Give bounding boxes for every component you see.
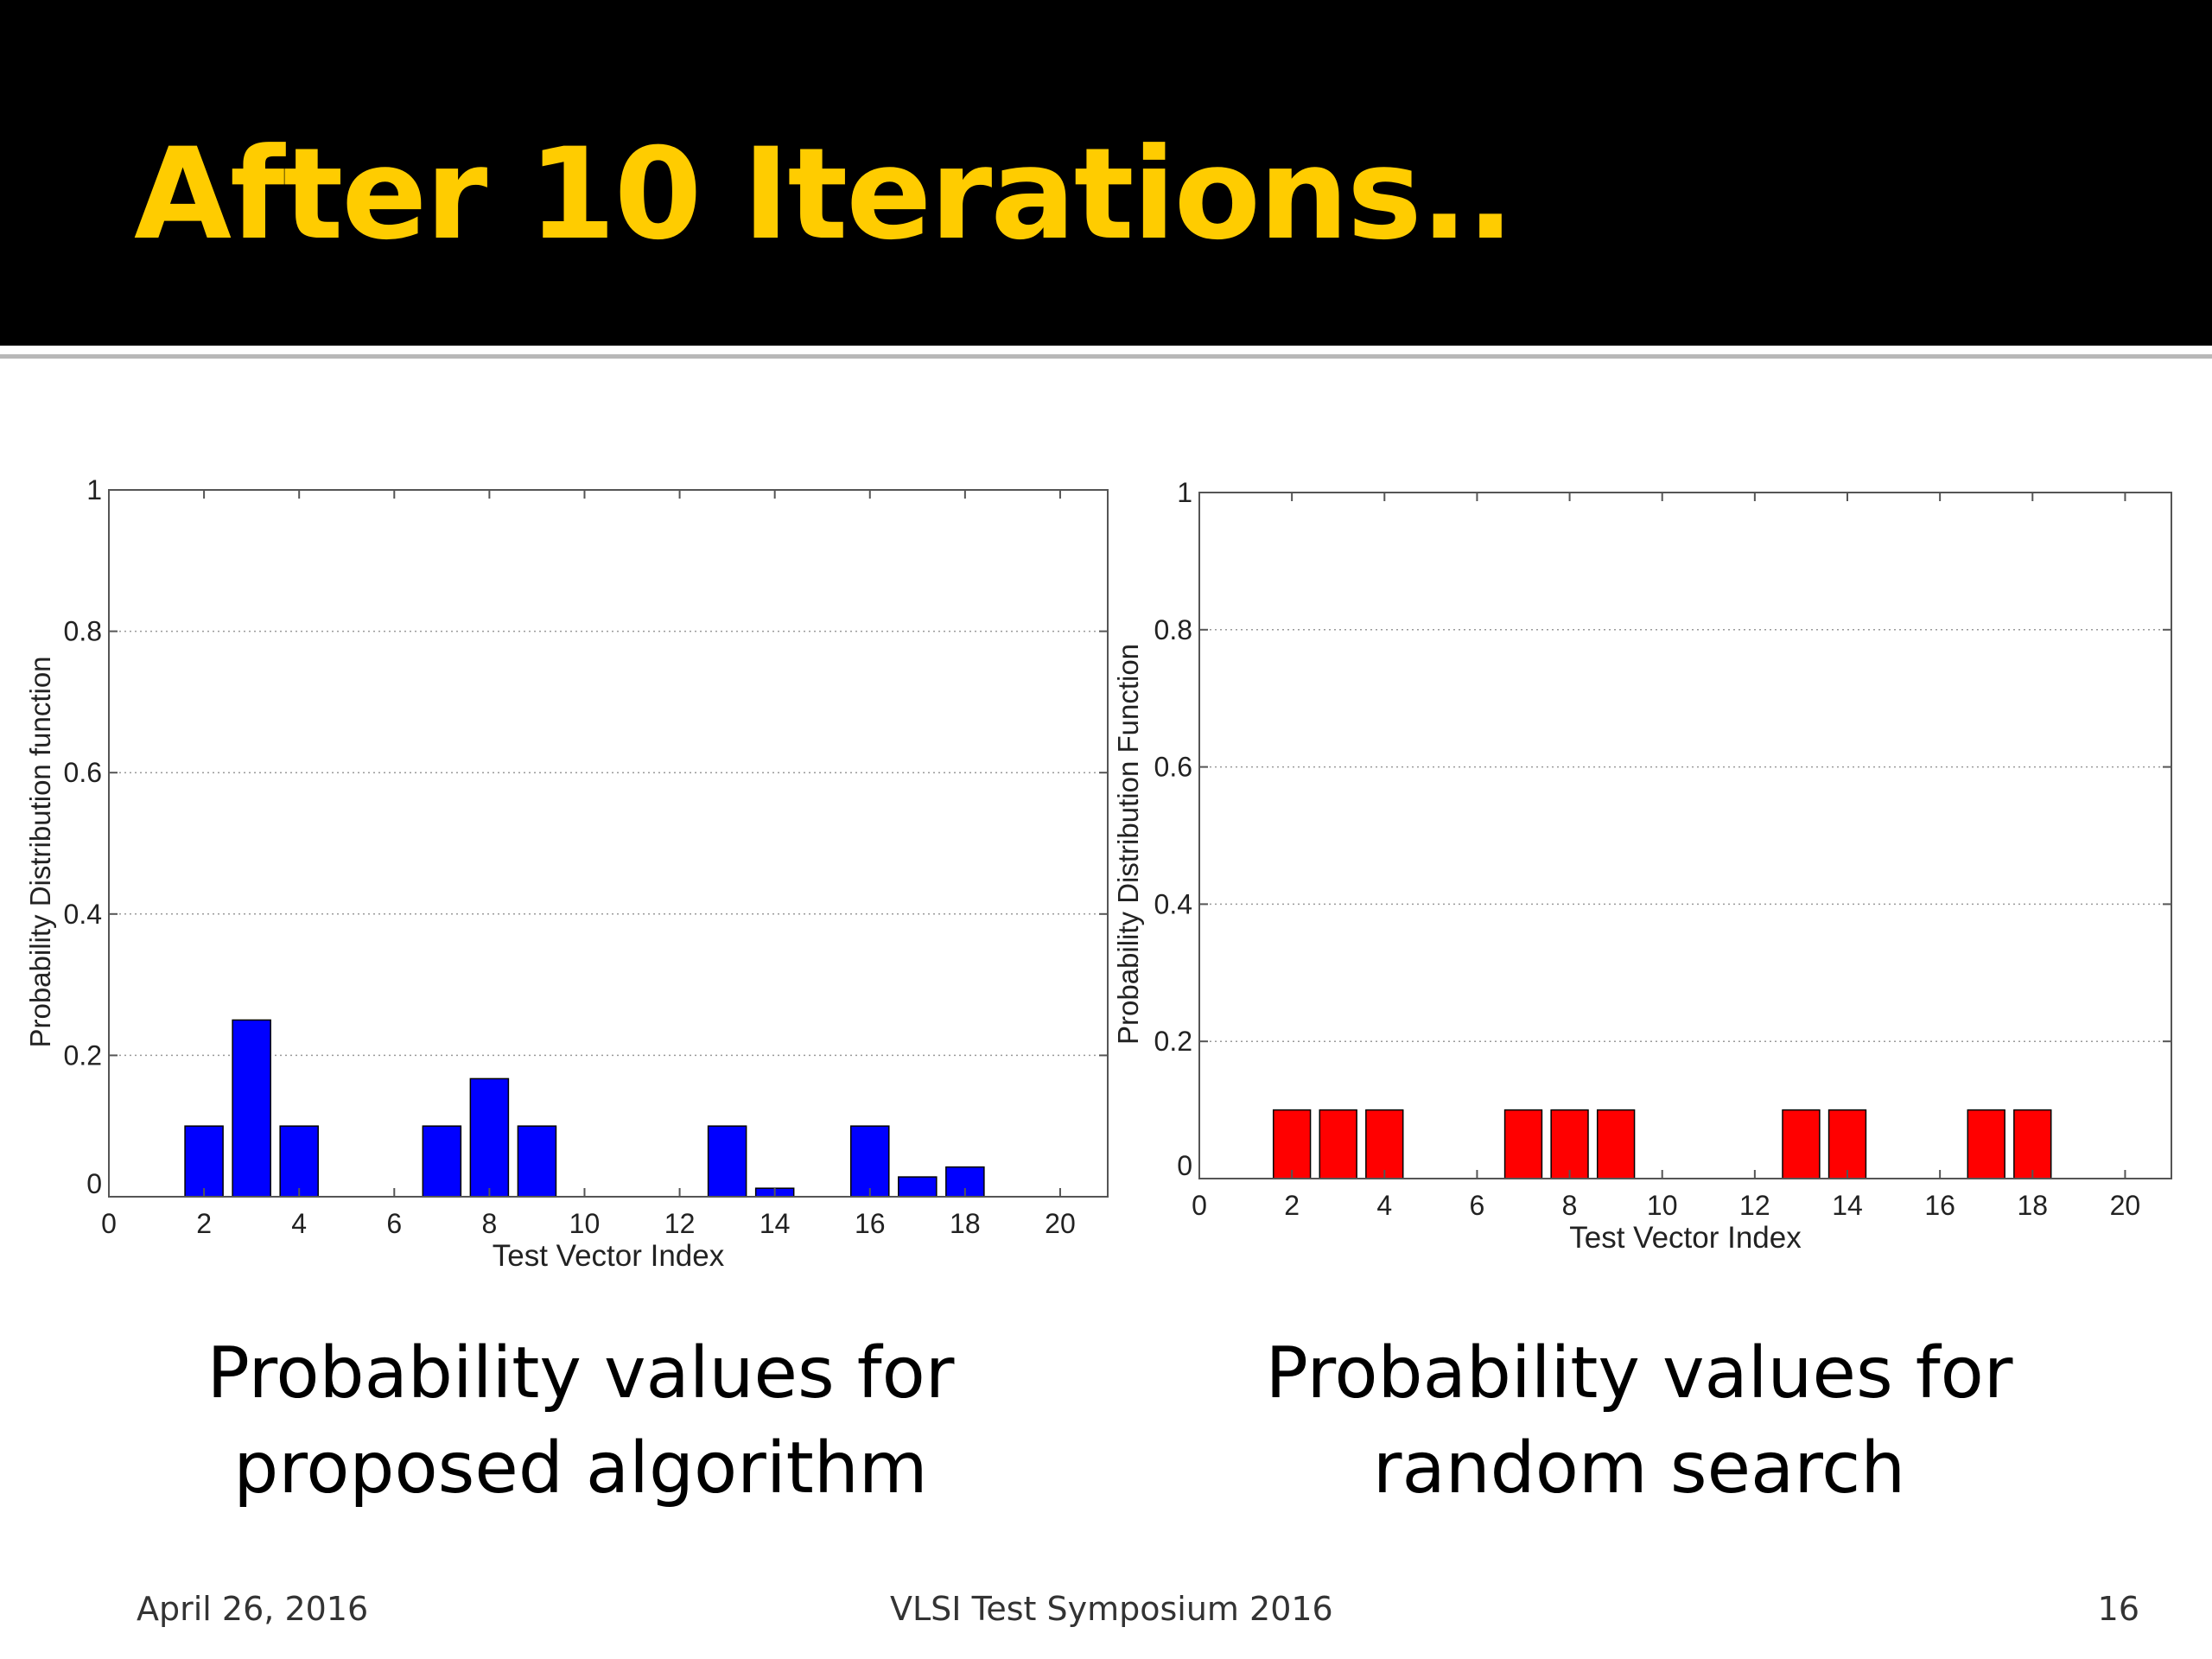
bar — [1319, 1109, 1357, 1179]
y-tick-label: 0.8 — [64, 616, 102, 647]
y-tick-label: 0 — [86, 1168, 102, 1199]
bar — [707, 1125, 747, 1198]
axis-box — [1198, 492, 2172, 1179]
bar — [849, 1125, 890, 1198]
bar — [1272, 1109, 1312, 1179]
x-tick-label: 16 — [855, 1208, 886, 1239]
bar — [1827, 1109, 1867, 1179]
x-tick-label: 16 — [1924, 1190, 1955, 1221]
plot-area — [109, 490, 1108, 1197]
x-axis-label: Test Vector Index — [493, 1239, 725, 1273]
y-axis-label: Probability Distribution function — [24, 656, 56, 1047]
x-tick-label: 6 — [1470, 1190, 1485, 1221]
title-divider-shadow — [0, 354, 2212, 359]
x-tick-label: 8 — [1562, 1190, 1578, 1221]
x-tick-label: 14 — [1832, 1190, 1863, 1221]
bar — [2013, 1109, 2052, 1179]
bar — [517, 1125, 557, 1198]
y-tick-label: 1 — [1177, 477, 1192, 508]
y-axis-label: Probability Distribution Function — [1112, 644, 1144, 1045]
y-tick-label: 1 — [86, 474, 102, 505]
slide-title: After 10 Iterations.. — [134, 121, 1515, 268]
x-tick-label: 2 — [1284, 1190, 1300, 1221]
caption-proposed-algorithm: Probability values for proposed algorith… — [149, 1326, 1013, 1516]
title-bar — [0, 0, 2212, 346]
x-tick-label: 18 — [950, 1208, 981, 1239]
x-tick-label: 10 — [1647, 1190, 1678, 1221]
axis-box — [108, 489, 1109, 1198]
bar — [184, 1125, 224, 1198]
bar — [469, 1077, 510, 1198]
x-tick-label: 6 — [386, 1208, 402, 1239]
bar — [1967, 1109, 2005, 1179]
x-tick-label: 10 — [569, 1208, 601, 1239]
footer-event: VLSI Test Symposium 2016 — [890, 1590, 1333, 1628]
x-tick-label: 12 — [1739, 1190, 1770, 1221]
caption-line: random search — [1372, 1427, 1906, 1510]
bar — [1782, 1109, 1821, 1179]
footer-date: April 26, 2016 — [137, 1590, 369, 1628]
bar — [1596, 1109, 1636, 1179]
x-tick-label: 0 — [1192, 1190, 1207, 1221]
bar — [1503, 1109, 1543, 1179]
bar — [1365, 1109, 1404, 1179]
x-tick-label: 2 — [196, 1208, 212, 1239]
y-tick-label: 0 — [1177, 1150, 1192, 1181]
bar — [422, 1125, 462, 1198]
x-tick-label: 4 — [1376, 1190, 1392, 1221]
bar — [232, 1019, 271, 1198]
chart-proposed-algorithm: 0 2 4 6 8 10 12 14 16 18 20 0 0.2 0.4 0.6 0.8 1 Test Vect… — [24, 474, 1109, 1273]
bar — [279, 1125, 319, 1198]
x-tick-label: 12 — [664, 1208, 696, 1239]
x-tick-label: 20 — [2110, 1190, 2141, 1221]
title-divider — [0, 346, 2212, 352]
y-tick-label: 0.6 — [1154, 752, 1192, 783]
x-tick-label: 4 — [291, 1208, 307, 1239]
bar — [898, 1176, 938, 1198]
x-tick-label: 0 — [101, 1208, 117, 1239]
y-tick-label: 0.4 — [1154, 888, 1192, 919]
y-tick-label: 0.4 — [64, 899, 102, 930]
caption-line: proposed algorithm — [233, 1427, 928, 1510]
y-tick-label: 0.8 — [1154, 614, 1192, 645]
caption-line: Probability values for — [207, 1332, 955, 1414]
bar — [1550, 1109, 1589, 1179]
x-tick-label: 14 — [760, 1208, 791, 1239]
x-tick-label: 18 — [2017, 1190, 2048, 1221]
x-tick-label: 8 — [481, 1208, 497, 1239]
plot-area — [1199, 493, 2171, 1179]
page-number: 16 — [2097, 1590, 2139, 1628]
y-tick-label: 0.2 — [64, 1039, 102, 1071]
caption-line: Probability values for — [1265, 1332, 2013, 1414]
x-tick-label: 20 — [1045, 1208, 1076, 1239]
caption-random-search: Probability values for random search — [1207, 1326, 2071, 1516]
y-tick-label: 0.6 — [64, 757, 102, 788]
chart-random-search: 0 2 4 6 8 10 12 14 16 18 20 0 0.2 0.4 0.6 0.8 1 Test Vect… — [1112, 477, 2172, 1255]
x-axis-label: Test Vector Index — [1569, 1221, 1802, 1255]
y-tick-label: 0.2 — [1154, 1026, 1192, 1057]
